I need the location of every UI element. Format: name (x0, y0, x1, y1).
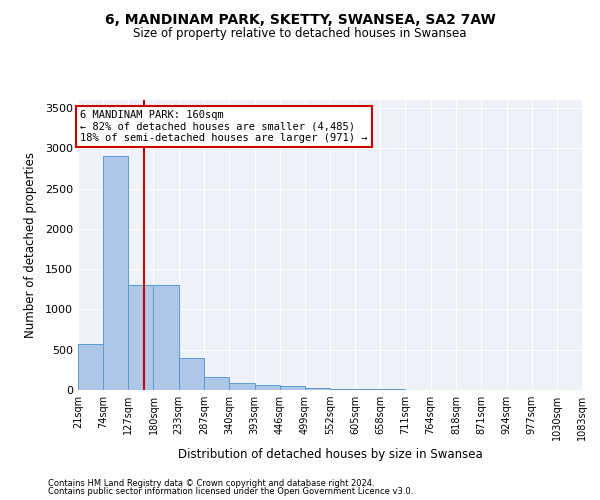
Bar (355, 389, 380, 390)
Y-axis label: Number of detached properties: Number of detached properties (23, 152, 37, 338)
Text: Contains public sector information licensed under the Open Government Licence v3: Contains public sector information licen… (48, 487, 413, 496)
X-axis label: Distribution of detached houses by size in Swansea: Distribution of detached houses by size … (178, 448, 482, 462)
Text: 6 MANDINAM PARK: 160sqm
← 82% of detached houses are smaller (4,485)
18% of semi: 6 MANDINAM PARK: 160sqm ← 82% of detache… (80, 110, 367, 143)
Bar (103, 156, 128, 390)
Bar (179, 358, 204, 390)
Bar (229, 383, 254, 390)
Bar (305, 388, 330, 390)
Bar (280, 386, 305, 390)
Bar (154, 286, 179, 390)
Text: Contains HM Land Registry data © Crown copyright and database right 2024.: Contains HM Land Registry data © Crown c… (48, 478, 374, 488)
Text: Size of property relative to detached houses in Swansea: Size of property relative to detached ho… (133, 28, 467, 40)
Bar (204, 377, 229, 390)
Bar (330, 389, 355, 390)
Bar (128, 286, 154, 390)
Bar (254, 385, 280, 390)
Bar (78, 344, 103, 390)
Text: 6, MANDINAM PARK, SKETTY, SWANSEA, SA2 7AW: 6, MANDINAM PARK, SKETTY, SWANSEA, SA2 7… (104, 12, 496, 26)
